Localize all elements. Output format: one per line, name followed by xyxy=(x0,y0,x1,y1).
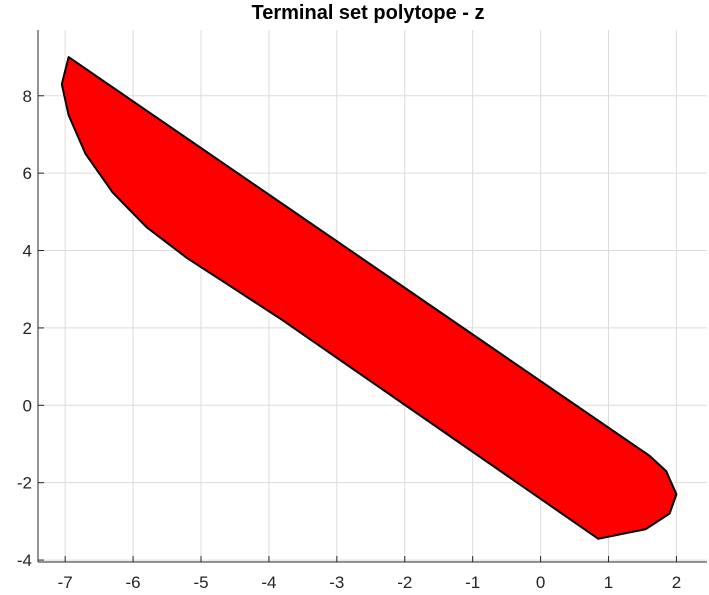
data-layer xyxy=(60,56,678,540)
x-tick-label: -4 xyxy=(261,573,276,592)
y-tick-label: -4 xyxy=(17,551,32,570)
y-tick-label: -2 xyxy=(17,474,32,493)
x-tick-label: 1 xyxy=(604,573,613,592)
y-tick-label: 6 xyxy=(23,164,32,183)
polytope-region xyxy=(60,56,678,540)
chart-title: Terminal set polytope - z xyxy=(252,2,485,24)
axis-layer: -7 -6 -5 -4 -3 -2 -1 0 1 2 -4 -2 0 2 4 6 8 xyxy=(17,30,707,592)
x-tick-label: -3 xyxy=(329,573,344,592)
x-tick-label: 2 xyxy=(672,573,681,592)
y-tick-label: 0 xyxy=(23,396,32,415)
x-tick-label: -6 xyxy=(126,573,141,592)
y-tick-label: 2 xyxy=(23,319,32,338)
y-tick-label: 8 xyxy=(23,87,32,106)
y-tick-label: 4 xyxy=(23,242,32,261)
x-tick-label: -1 xyxy=(465,573,480,592)
x-tick-label: -2 xyxy=(397,573,412,592)
x-tick-label: -5 xyxy=(193,573,208,592)
x-tick-label: 0 xyxy=(536,573,545,592)
x-tick-label: -7 xyxy=(58,573,73,592)
